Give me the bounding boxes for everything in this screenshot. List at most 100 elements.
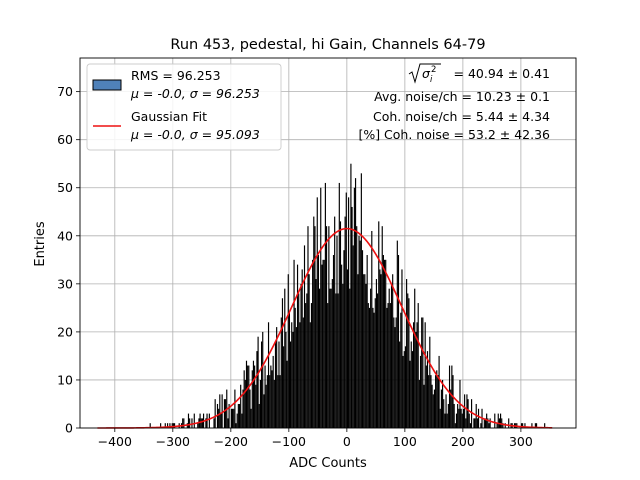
histogram-bar	[335, 293, 337, 428]
histogram-bar	[248, 365, 250, 428]
histogram-bar	[233, 408, 235, 428]
histogram-bar	[375, 279, 378, 428]
histogram-bar	[363, 274, 365, 428]
y-tick-label: 30	[57, 276, 73, 291]
histogram-bar	[241, 413, 243, 428]
histogram-bar	[477, 408, 480, 428]
histogram-bar	[208, 413, 210, 428]
histogram-bar	[380, 274, 382, 428]
annotation-coh-noise-percent: [%] Coh. noise = 53.2 ± 42.36	[358, 127, 550, 142]
histogram-bar	[422, 317, 424, 428]
histogram-bar	[160, 423, 162, 428]
histogram-bar	[293, 259, 295, 428]
histogram-bar	[205, 418, 207, 428]
histogram-bar	[426, 351, 429, 428]
legend-histogram-label-line1: RMS = 96.253	[131, 68, 221, 83]
histogram-bar	[354, 178, 357, 428]
x-tick-label: 0	[343, 434, 351, 449]
histogram-bar	[465, 418, 467, 428]
histogram-bar	[367, 303, 369, 428]
histogram-bar	[403, 351, 405, 428]
y-tick-label: 50	[57, 180, 73, 195]
y-tick-label: 60	[57, 132, 73, 147]
histogram-bar	[432, 394, 434, 428]
histogram-bar	[149, 423, 151, 428]
histogram-bar	[227, 418, 229, 428]
histogram-bar	[364, 274, 366, 428]
histogram-bar	[281, 298, 284, 428]
histogram-bar	[357, 274, 359, 428]
histogram-bar	[288, 312, 291, 428]
histogram-bar	[169, 423, 171, 428]
sqrt-symbol	[408, 63, 441, 84]
histogram-bar	[322, 259, 324, 428]
histogram-bar	[263, 394, 265, 428]
histogram-bar	[439, 408, 441, 428]
histogram-bar	[280, 317, 282, 428]
histogram-bar	[200, 418, 202, 428]
histogram-bar	[497, 413, 499, 428]
histogram-bar	[406, 279, 408, 428]
histogram-bar	[256, 351, 258, 428]
histogram-bar	[430, 375, 432, 428]
histogram-bar	[353, 187, 355, 428]
histogram-bar	[283, 346, 285, 428]
histogram-bar	[379, 269, 381, 428]
histogram-bar	[489, 418, 491, 428]
histogram-bar	[487, 418, 489, 428]
histogram-bar	[440, 389, 442, 428]
plot-area-frame	[79, 57, 577, 429]
histogram-bars	[149, 163, 546, 428]
histogram-bar	[264, 365, 266, 428]
histogram-bar	[466, 394, 468, 428]
histogram-bar	[431, 384, 433, 428]
histogram-bar	[385, 259, 387, 428]
histogram-bar	[167, 423, 169, 428]
histogram-bar	[237, 403, 239, 428]
histogram-bar	[508, 418, 510, 428]
histogram-bar	[328, 226, 330, 428]
y-tick-label: 20	[57, 324, 73, 339]
histogram-bar	[418, 379, 420, 428]
histogram-bar	[389, 303, 391, 428]
histogram-bar	[327, 303, 329, 428]
histogram-bar	[314, 226, 316, 428]
histogram-bar	[484, 418, 487, 428]
histogram-bar	[298, 293, 300, 428]
histogram-bar	[352, 245, 354, 428]
histogram-bar	[189, 418, 191, 428]
histogram-bar	[396, 240, 398, 428]
legend-fit-label-line2: μ = -0.0, σ = 95.093	[130, 127, 260, 142]
histogram-bar	[315, 279, 317, 428]
histogram-bar	[522, 423, 524, 428]
histogram-bar	[223, 399, 226, 428]
histogram-bar	[292, 331, 294, 428]
histogram-bar	[534, 423, 536, 428]
histogram-bar	[476, 418, 478, 428]
histogram-bar	[401, 269, 403, 428]
histogram-bar	[249, 389, 251, 428]
histogram-bar	[404, 346, 407, 428]
histogram-bar	[321, 264, 323, 428]
histogram-bar	[446, 413, 448, 428]
histogram-bar	[193, 413, 195, 428]
histogram-bar	[346, 269, 349, 428]
histogram-bar	[400, 312, 402, 428]
x-axis-label: ADC Counts	[289, 456, 367, 471]
histogram-bar	[393, 317, 395, 428]
histogram-bar	[277, 375, 279, 428]
histogram-bar	[301, 269, 303, 428]
histogram-bar	[274, 341, 277, 428]
histogram-bar	[412, 322, 415, 428]
histogram-bar	[372, 307, 374, 428]
histogram-bar	[242, 389, 244, 428]
histogram-bar	[345, 192, 347, 428]
histogram-bar	[235, 423, 237, 428]
histogram-bar	[173, 423, 176, 428]
histogram-bar	[183, 418, 185, 428]
histogram-bar	[220, 413, 222, 428]
histogram-bar	[415, 331, 417, 428]
annotation-avg-noise: Avg. noise/ch = 10.23 ± 0.1	[374, 89, 550, 104]
histogram-bar	[501, 418, 503, 428]
histogram-bar	[358, 235, 360, 428]
